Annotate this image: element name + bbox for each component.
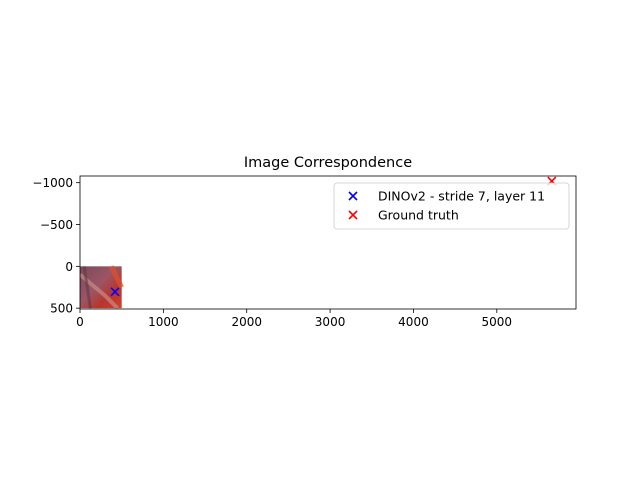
x-tick-label: 0 bbox=[76, 315, 84, 329]
x-tick-label: 5000 bbox=[482, 315, 513, 329]
x-tick-label: 4000 bbox=[398, 315, 429, 329]
legend-frame bbox=[333, 182, 570, 230]
legend-label: DINOv2 - stride 7, layer 11 bbox=[378, 189, 545, 204]
y-tick-label: 500 bbox=[50, 302, 73, 316]
y-tick-label: −500 bbox=[40, 218, 73, 232]
y-axis: −1000 −500 0 500 bbox=[32, 176, 80, 316]
y-tick-label: 0 bbox=[65, 260, 73, 274]
axes-frame bbox=[79, 175, 577, 310]
chart-title: Image Correspondence bbox=[244, 155, 412, 171]
legend-marker bbox=[348, 210, 358, 220]
prediction-marker bbox=[110, 287, 120, 297]
y-tick-label: −1000 bbox=[32, 176, 73, 190]
x-tick-label: 3000 bbox=[315, 315, 346, 329]
background-image bbox=[80, 265, 124, 309]
background-image-texture bbox=[82, 266, 92, 309]
x-tick-label: 2000 bbox=[231, 315, 262, 329]
legend-label: Ground truth bbox=[378, 208, 459, 223]
background-image-texture bbox=[109, 265, 124, 289]
legend: DINOv2 - stride 7, layer 11 Ground truth bbox=[333, 182, 570, 230]
legend-marker bbox=[348, 191, 358, 201]
x-tick-label: 1000 bbox=[148, 315, 179, 329]
background-image-texture bbox=[80, 273, 119, 309]
x-axis: 0 1000 2000 3000 4000 5000 bbox=[76, 309, 512, 329]
